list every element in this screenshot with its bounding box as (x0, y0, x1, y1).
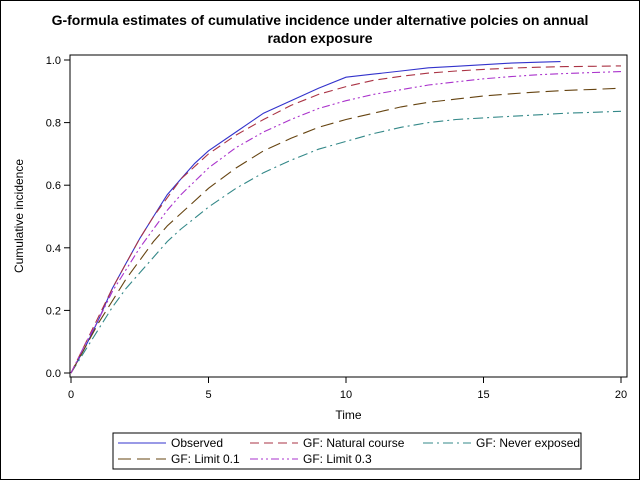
y-tick-label: 0.6 (46, 180, 61, 192)
series-line-observed (70, 61, 561, 374)
axis-ticks: 0 5 10 15 20 0.0 0.2 0.4 0.6 0.8 1.0 (46, 55, 627, 401)
x-tick-label: 10 (340, 389, 352, 401)
y-tick-label: 1.0 (46, 55, 61, 67)
legend-label-observed: Observed (171, 436, 223, 450)
chart-title-line-2: radon exposure (267, 30, 373, 46)
y-tick-label: 0.4 (46, 243, 61, 255)
y-tick-label: 0.2 (46, 305, 61, 317)
x-axis-label: Time (335, 408, 362, 422)
series-line-gf-natural-course (70, 65, 622, 374)
series-line-gf-limit-0-1 (70, 87, 622, 374)
chart-title-line-1: G-formula estimates of cumulative incide… (51, 12, 589, 28)
legend-label-gf-limit-0-1: GF: Limit 0.1 (171, 452, 240, 466)
plot-area (69, 54, 628, 378)
x-tick-label: 0 (68, 389, 74, 401)
y-tick-label: 0.8 (46, 118, 61, 130)
legend-label-gf-limit-0-3: GF: Limit 0.3 (303, 452, 372, 466)
series-line-gf-limit-0-3 (70, 71, 622, 374)
y-tick-label: 0.0 (46, 368, 61, 380)
series-line-gf-never-exposed (70, 110, 622, 374)
legend-label-gf-natural-course: GF: Natural course (303, 436, 405, 450)
legend-box (112, 432, 582, 470)
y-axis-label: Cumulative incidence (12, 159, 26, 273)
x-tick-label: 5 (205, 389, 211, 401)
legend: Observed GF: Natural course GF: Never expo… (112, 432, 582, 470)
legend-label-gf-never-exposed: GF: Never exposed (476, 436, 580, 450)
x-tick-label: 15 (477, 389, 489, 401)
series-lines (70, 61, 622, 374)
x-tick-label: 20 (615, 389, 627, 401)
